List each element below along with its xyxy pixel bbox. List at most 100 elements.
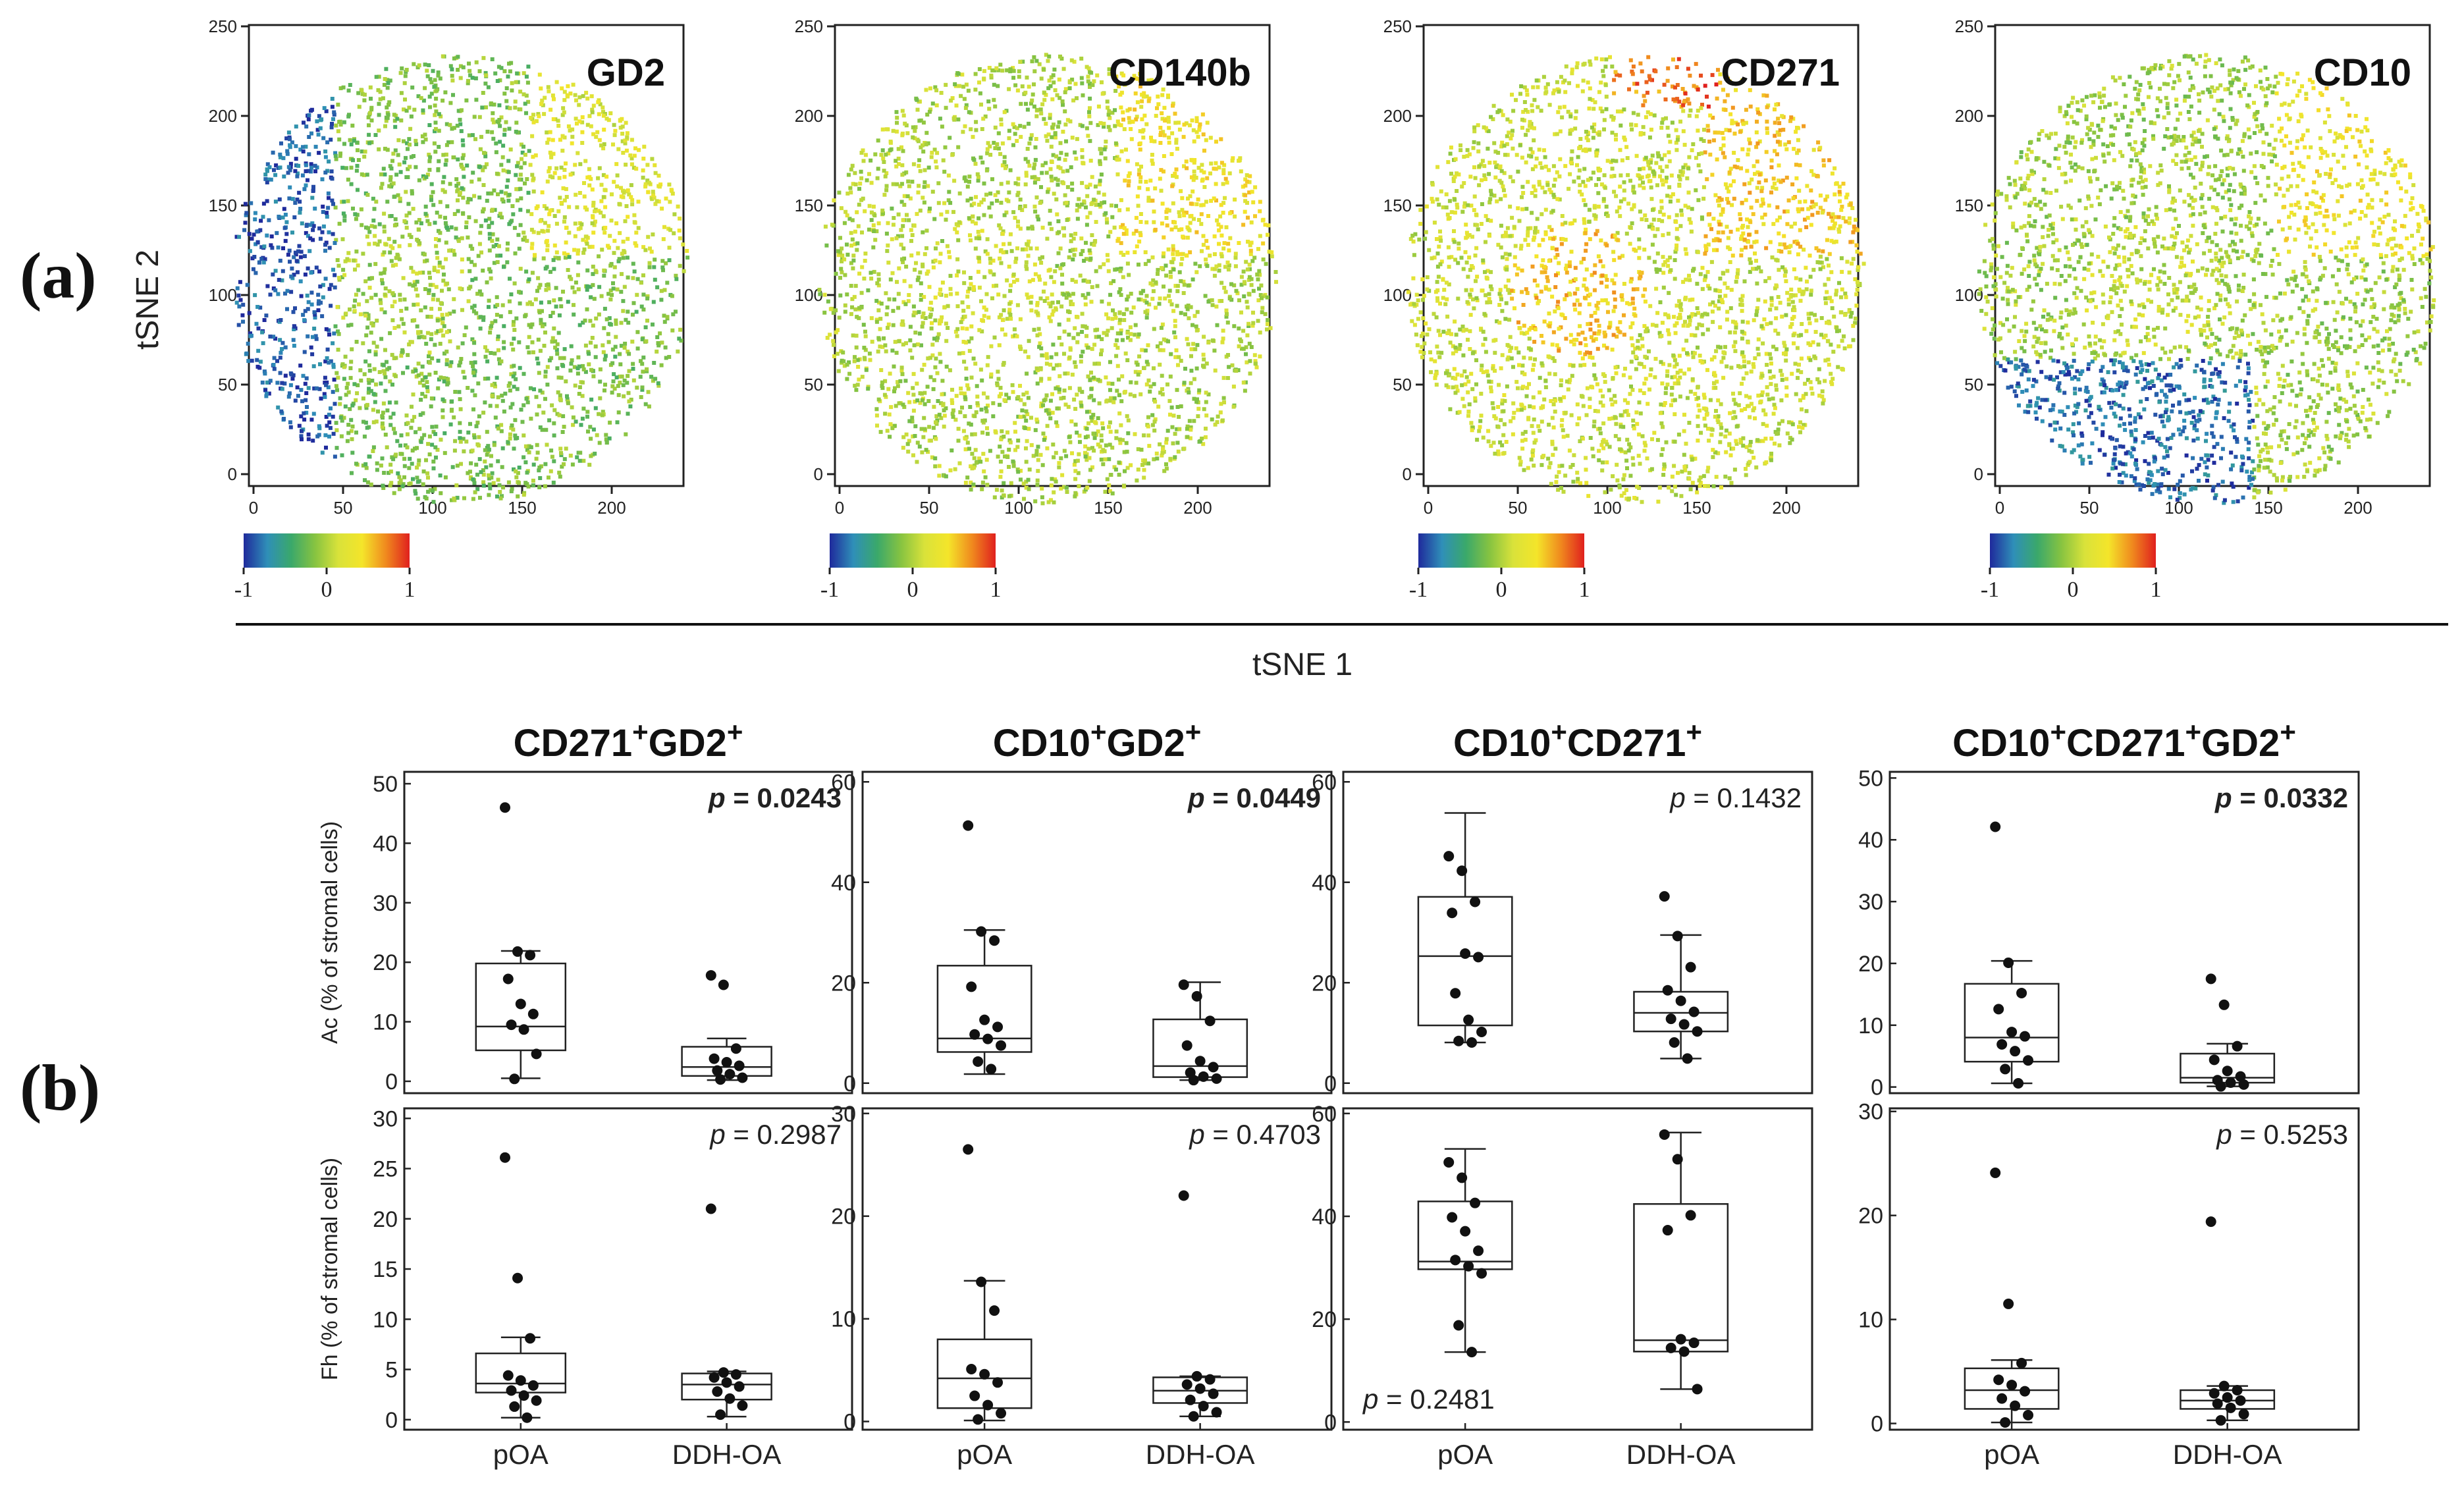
data-point — [2232, 1041, 2243, 1052]
tsne-cell-dots — [1543, 260, 1572, 291]
x-tick-label: 50 — [2080, 498, 2099, 518]
tsne-cell-dots — [1630, 72, 1635, 76]
y-tick-label: 150 — [209, 196, 237, 215]
data-point — [966, 1364, 977, 1375]
box-group-ddh-oa — [1152, 979, 1248, 1086]
p-value: = 0.4703 — [1205, 1119, 1321, 1150]
tsne-cell-dots — [2184, 411, 2189, 416]
data-point — [982, 1399, 994, 1411]
y-tick-label: 40 — [373, 831, 398, 856]
tsne-cell-dots — [2062, 448, 2067, 453]
tsne-cell-dots — [285, 149, 290, 153]
colorbar-tick-label: -1 — [1981, 578, 1999, 602]
tsne-x-axis-label: tSNE 1 — [1252, 647, 1353, 682]
tsne-cell-dots — [612, 180, 616, 184]
y-tick-label: 10 — [831, 1307, 856, 1332]
data-point — [1672, 1154, 1683, 1165]
colorbar-tick-label: 1 — [2151, 578, 2162, 602]
tsne-cell-dots — [1982, 61, 2435, 430]
x-tick-label: 100 — [1593, 498, 1621, 518]
data-point — [1473, 1245, 1484, 1257]
tsne-cell-dots — [2096, 134, 2101, 139]
y-tick-label: 50 — [804, 375, 823, 394]
data-point — [515, 1375, 526, 1386]
data-point — [2212, 1398, 2223, 1409]
colorbar — [244, 533, 410, 568]
tsne-cell-dots — [333, 454, 337, 459]
data-point — [969, 1029, 980, 1040]
tsne-cell-dots — [330, 122, 334, 126]
box-group-poa — [1964, 1167, 2060, 1428]
data-point — [2016, 987, 2027, 998]
data-point — [737, 1400, 748, 1411]
data-point — [502, 1370, 514, 1381]
data-point — [2225, 1402, 2236, 1413]
tsne-cell-dots — [1686, 67, 1690, 71]
y-tick-label: 20 — [1312, 971, 1337, 996]
y-tick-label: 50 — [218, 375, 237, 394]
tsne-cell-dots — [2345, 263, 2350, 267]
data-point — [1463, 1260, 1474, 1272]
box-y-axis-label: Ac (% of stromal cells) — [317, 821, 342, 1044]
data-point — [1211, 1407, 1222, 1418]
tsne-cell-dots — [325, 356, 329, 360]
tsne-cell-dots — [302, 187, 307, 192]
data-point — [1198, 1401, 1209, 1412]
data-point — [992, 1377, 1004, 1388]
y-tick-label: 20 — [1858, 952, 1883, 977]
data-point — [737, 1072, 748, 1083]
tsne-cell-dots — [602, 326, 606, 331]
data-point — [1208, 1388, 1219, 1399]
data-point — [1476, 1026, 1487, 1037]
tsne-cell-dots — [1131, 105, 1274, 255]
y-tick-label: 30 — [1858, 1100, 1883, 1125]
data-point — [1662, 985, 1673, 996]
x-tick-label: 200 — [1772, 498, 1800, 518]
data-point — [2238, 1409, 2249, 1420]
data-point — [1181, 1040, 1192, 1051]
tsne-cell-dots — [1677, 99, 1682, 104]
data-point — [1457, 865, 1468, 877]
tsne-cell-dots — [302, 411, 306, 416]
x-tick-label: 0 — [1995, 498, 2004, 518]
tsne-cell-dots — [2085, 390, 2090, 394]
data-point — [715, 1409, 726, 1420]
tsne-cell-dots — [273, 163, 309, 298]
tsne-cell-dots — [1144, 180, 1148, 184]
tsne-cell-dots — [2031, 377, 2036, 382]
p-value: = 0.5253 — [2232, 1119, 2348, 1150]
tsne-cell-dots — [2164, 394, 2169, 399]
y-tick-label: 0 — [1974, 464, 1983, 484]
tsne-cell-dots — [2062, 413, 2067, 417]
y-tick-label: 20 — [1312, 1307, 1337, 1332]
tsne-cell-dots — [298, 188, 315, 204]
y-tick-label: 30 — [1858, 890, 1883, 915]
data-point — [2006, 1027, 2018, 1038]
colorbar-tick-label: -1 — [1409, 578, 1428, 602]
p-value: = 0.0332 — [2232, 782, 2348, 813]
data-point — [515, 998, 526, 1010]
x-tick-label: 50 — [1509, 498, 1528, 518]
tsne-cell-dots — [2191, 456, 2195, 460]
tsne-cell-dots — [317, 226, 322, 230]
data-point — [1675, 995, 1686, 1006]
data-point — [1688, 1338, 1700, 1349]
tsne-cell-dots — [268, 379, 273, 383]
y-tick-label: 150 — [1955, 196, 1983, 215]
data-point — [1178, 979, 1189, 990]
iqr-box — [936, 965, 1032, 1053]
tsne-cell-dots — [1612, 78, 1617, 82]
p-value: = 0.1432 — [1686, 782, 1802, 813]
tsne-cell-dots — [1138, 78, 1143, 82]
data-point — [969, 1390, 980, 1401]
data-point — [2003, 1298, 2014, 1309]
x-category-label: pOA — [1984, 1439, 2039, 1470]
iqr-box — [1964, 983, 2060, 1063]
y-tick-label: 20 — [1858, 1204, 1883, 1229]
tsne-cell-dots — [310, 352, 315, 356]
box-panel: 0 20 40 60 p = 0.2481 pOA DDH-OA — [1312, 1102, 1813, 1470]
data-point — [2000, 1417, 2011, 1428]
tsne-cell-dots — [1595, 297, 1617, 323]
tsne-cell-dots — [981, 117, 986, 121]
box-panel: 0 20 40 60 p = 0.1432 — [1312, 770, 1813, 1096]
